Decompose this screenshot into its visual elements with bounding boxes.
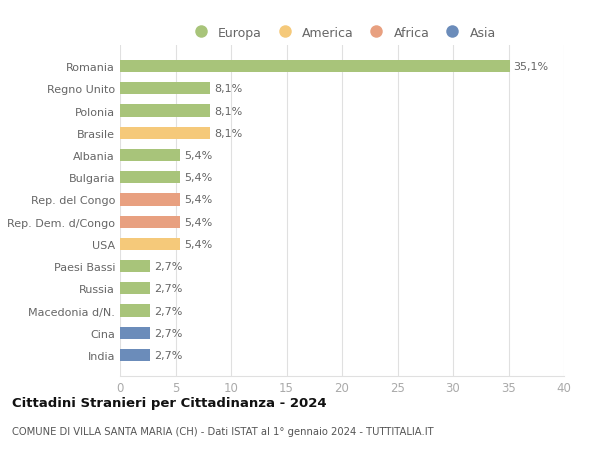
Bar bbox=[120, 238, 180, 251]
Bar bbox=[120, 327, 150, 339]
Text: 8,1%: 8,1% bbox=[214, 84, 242, 94]
Bar bbox=[120, 305, 150, 317]
Text: COMUNE DI VILLA SANTA MARIA (CH) - Dati ISTAT al 1° gennaio 2024 - TUTTITALIA.IT: COMUNE DI VILLA SANTA MARIA (CH) - Dati … bbox=[12, 426, 434, 436]
Text: 5,4%: 5,4% bbox=[184, 195, 212, 205]
Text: 2,7%: 2,7% bbox=[154, 284, 182, 294]
Bar bbox=[120, 349, 150, 361]
Bar bbox=[120, 260, 150, 273]
Text: 5,4%: 5,4% bbox=[184, 173, 212, 183]
Text: 2,7%: 2,7% bbox=[154, 350, 182, 360]
Bar bbox=[120, 128, 210, 140]
Text: 8,1%: 8,1% bbox=[214, 129, 242, 139]
Legend: Europa, America, Africa, Asia: Europa, America, Africa, Asia bbox=[185, 24, 499, 42]
Bar bbox=[120, 172, 180, 184]
Bar bbox=[120, 194, 180, 206]
Bar bbox=[120, 61, 509, 73]
Text: 5,4%: 5,4% bbox=[184, 240, 212, 249]
Bar bbox=[120, 83, 210, 95]
Text: 8,1%: 8,1% bbox=[214, 106, 242, 116]
Text: 2,7%: 2,7% bbox=[154, 262, 182, 272]
Bar bbox=[120, 150, 180, 162]
Text: 5,4%: 5,4% bbox=[184, 217, 212, 227]
Bar bbox=[120, 283, 150, 295]
Text: 35,1%: 35,1% bbox=[514, 62, 548, 72]
Bar bbox=[120, 216, 180, 228]
Text: 2,7%: 2,7% bbox=[154, 306, 182, 316]
Text: 2,7%: 2,7% bbox=[154, 328, 182, 338]
Text: Cittadini Stranieri per Cittadinanza - 2024: Cittadini Stranieri per Cittadinanza - 2… bbox=[12, 396, 326, 409]
Text: 5,4%: 5,4% bbox=[184, 151, 212, 161]
Bar bbox=[120, 105, 210, 118]
